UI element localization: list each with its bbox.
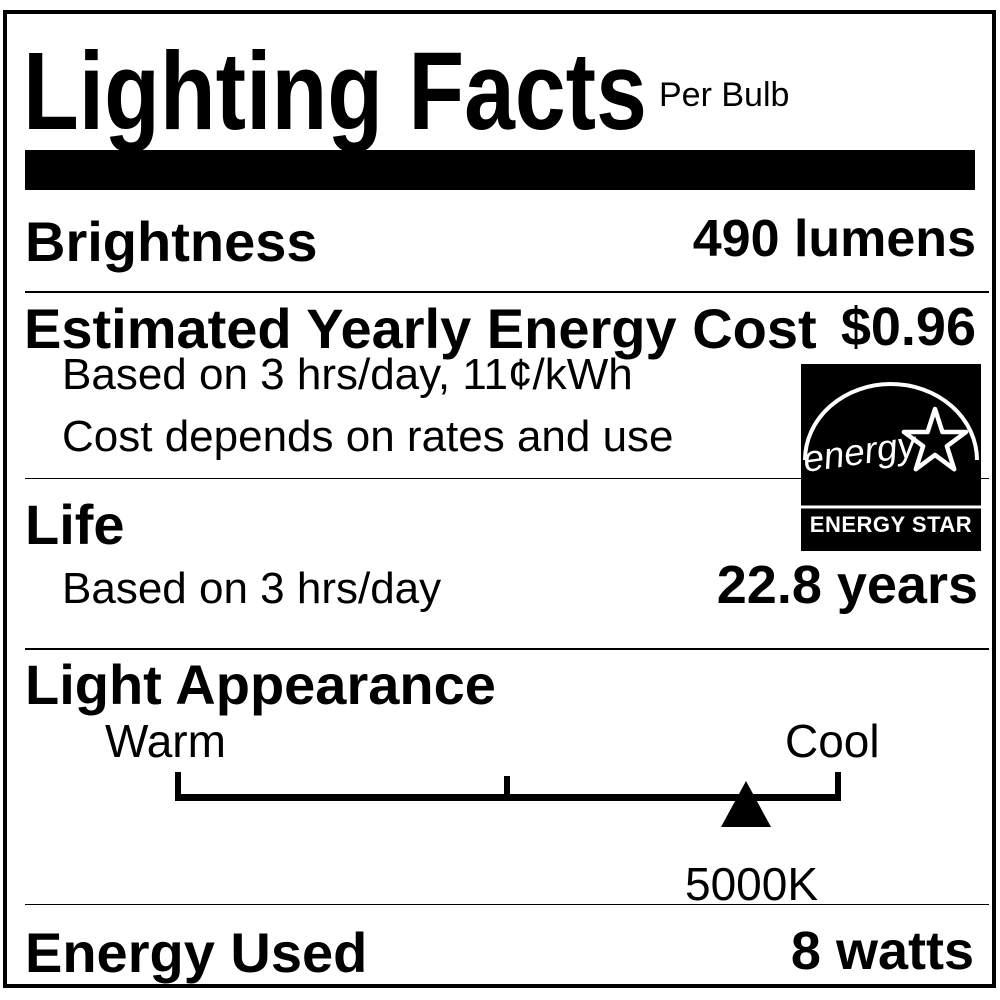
svg-text:ENERGY STAR: ENERGY STAR xyxy=(810,512,972,537)
